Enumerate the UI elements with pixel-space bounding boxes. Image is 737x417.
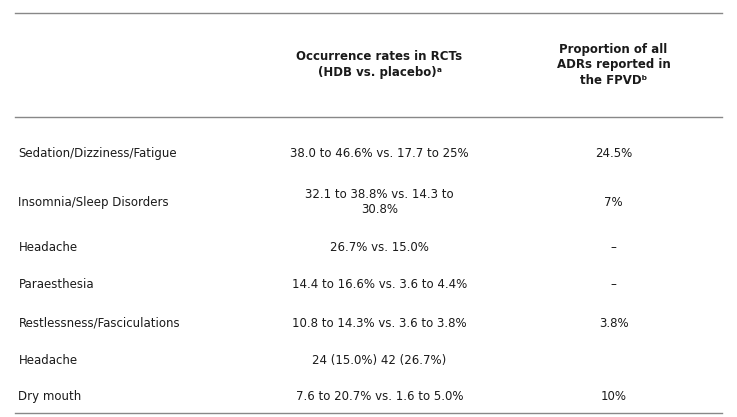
Text: Headache: Headache [18, 354, 77, 367]
Text: 10.8 to 14.3% vs. 3.6 to 3.8%: 10.8 to 14.3% vs. 3.6 to 3.8% [293, 317, 467, 330]
Text: –: – [611, 278, 616, 291]
Text: Headache: Headache [18, 241, 77, 254]
Text: Insomnia/Sleep Disorders: Insomnia/Sleep Disorders [18, 196, 169, 209]
Text: Paraesthesia: Paraesthesia [18, 278, 94, 291]
Text: 24 (15.0%) 42 (26.7%): 24 (15.0%) 42 (26.7%) [312, 354, 447, 367]
Text: Proportion of all
ADRs reported in
the FPVDᵇ: Proportion of all ADRs reported in the F… [556, 43, 671, 87]
Text: Occurrence rates in RCTs
(HDB vs. placebo)ᵃ: Occurrence rates in RCTs (HDB vs. placeb… [296, 50, 463, 79]
Text: Restlessness/Fasciculations: Restlessness/Fasciculations [18, 317, 180, 330]
Text: 7.6 to 20.7% vs. 1.6 to 5.0%: 7.6 to 20.7% vs. 1.6 to 5.0% [296, 389, 464, 403]
Text: 26.7% vs. 15.0%: 26.7% vs. 15.0% [330, 241, 429, 254]
Text: 32.1 to 38.8% vs. 14.3 to
30.8%: 32.1 to 38.8% vs. 14.3 to 30.8% [305, 188, 454, 216]
Text: 24.5%: 24.5% [595, 147, 632, 160]
Text: 38.0 to 46.6% vs. 17.7 to 25%: 38.0 to 46.6% vs. 17.7 to 25% [290, 147, 469, 160]
Text: 10%: 10% [601, 389, 626, 403]
Text: 14.4 to 16.6% vs. 3.6 to 4.4%: 14.4 to 16.6% vs. 3.6 to 4.4% [292, 278, 467, 291]
Text: –: – [611, 241, 616, 254]
Text: Dry mouth: Dry mouth [18, 389, 82, 403]
Text: 3.8%: 3.8% [598, 317, 629, 330]
Text: 7%: 7% [604, 196, 623, 209]
Text: Sedation/Dizziness/Fatigue: Sedation/Dizziness/Fatigue [18, 147, 177, 160]
